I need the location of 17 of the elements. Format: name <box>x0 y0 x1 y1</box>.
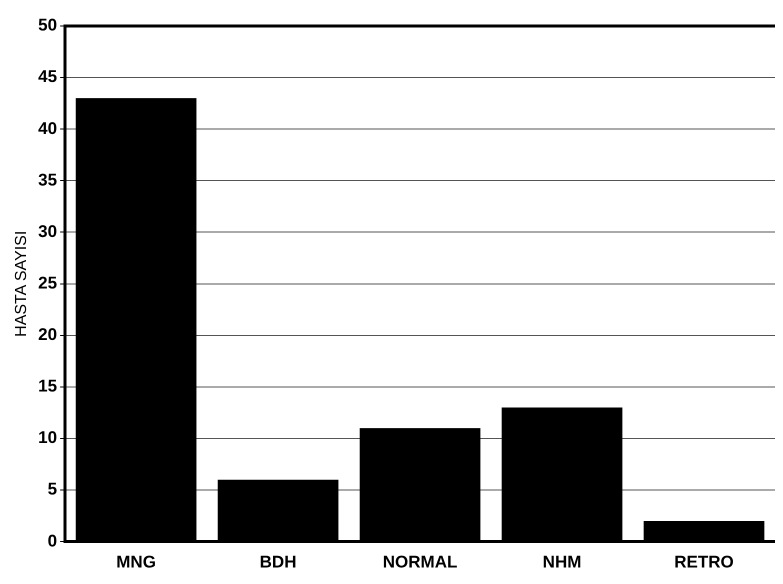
y-tick-label: 30 <box>38 222 58 241</box>
x-tick-label: NHM <box>542 552 582 572</box>
y-tick-label: 20 <box>38 325 58 344</box>
y-tick-label: 35 <box>38 170 58 190</box>
y-tick-label: 50 <box>38 16 58 35</box>
y-tick-label: 25 <box>38 273 58 292</box>
x-tick-label: MNG <box>116 552 156 572</box>
y-tick-label: 45 <box>38 67 58 86</box>
x-tick-label: RETRO <box>674 552 734 572</box>
y-tick-label: 40 <box>38 118 58 138</box>
y-tick-label: 5 <box>48 480 58 499</box>
y-axis-title: HASTA SAYISI <box>13 230 30 337</box>
x-tick-label: BDH <box>260 552 296 572</box>
y-tick-label: 10 <box>38 428 58 448</box>
y-tick-label: 0 <box>48 531 58 550</box>
y-tick-label: 15 <box>38 376 58 396</box>
x-tick-label: NORMAL <box>382 552 458 572</box>
